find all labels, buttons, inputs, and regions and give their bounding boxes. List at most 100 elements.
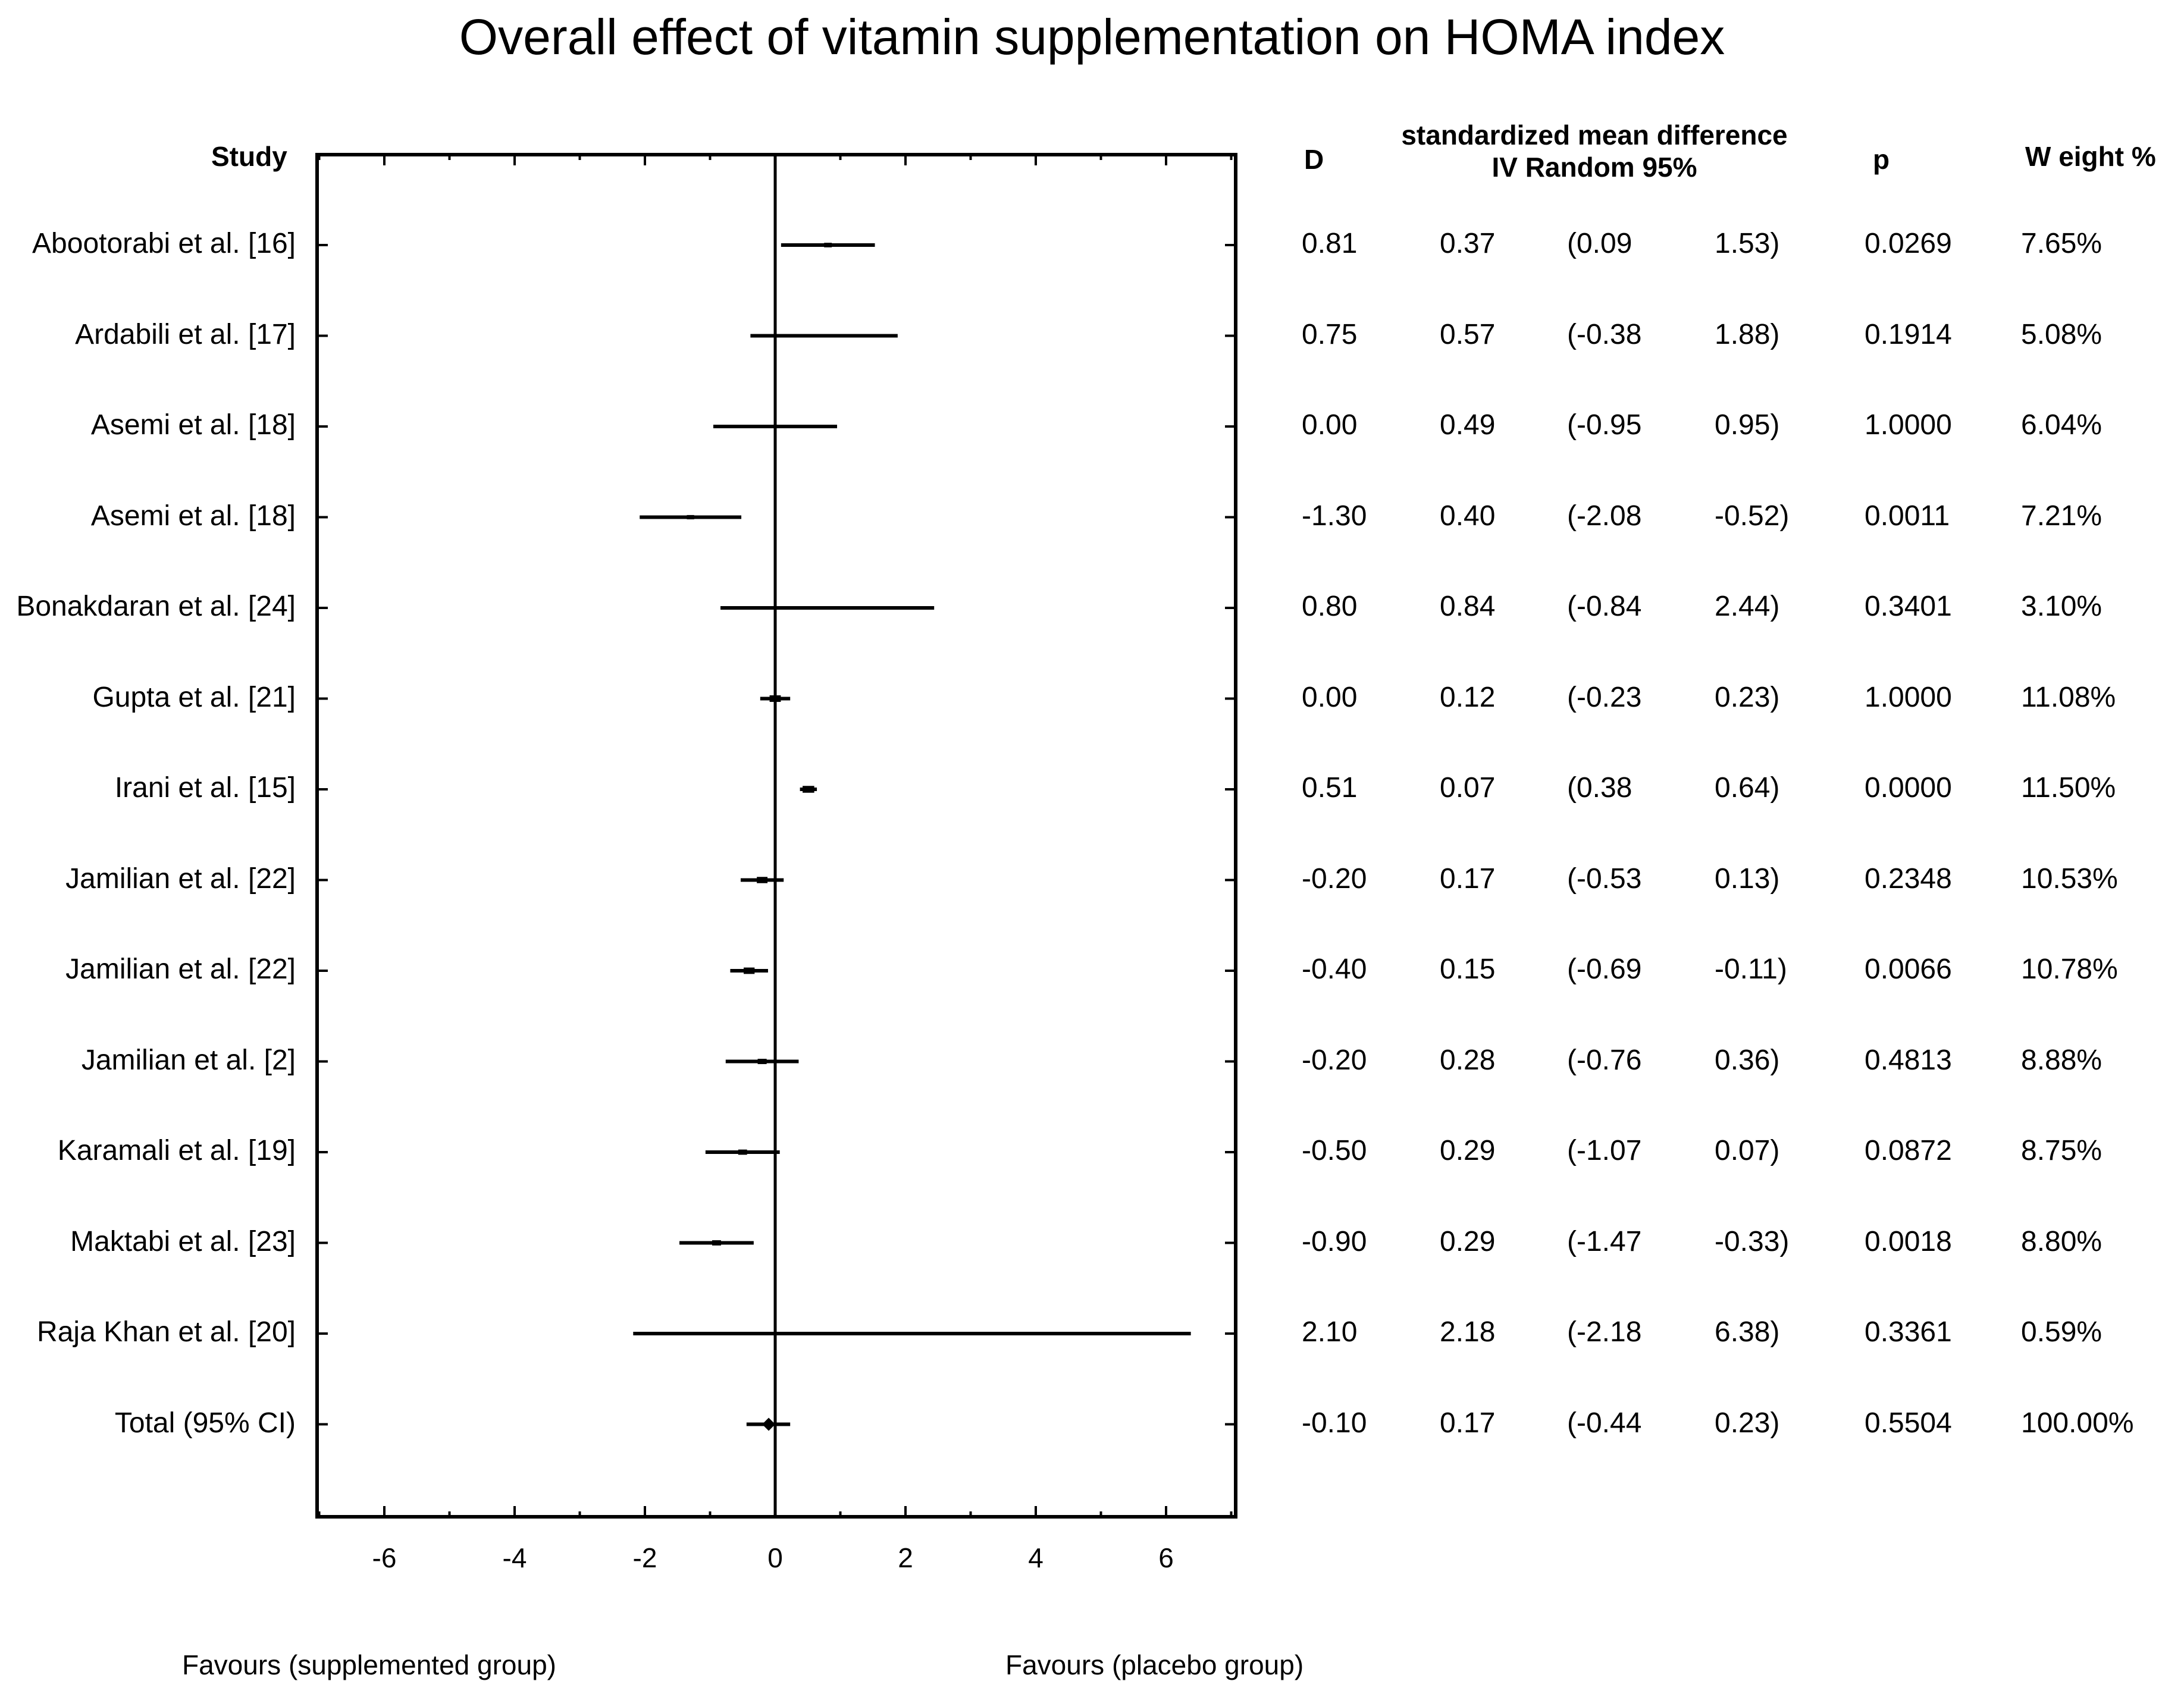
cell-weight: 7.21% (2021, 500, 2102, 532)
cell-se: 0.12 (1440, 681, 1496, 713)
header-d: D (1304, 144, 1324, 175)
cell-se: 0.17 (1440, 862, 1496, 895)
header-p: p (1873, 144, 1890, 175)
cell-weight: 0.59% (2021, 1316, 2102, 1348)
cell-d: 0.00 (1302, 409, 1358, 441)
cell-ci-low: (-2.08 (1567, 500, 1642, 532)
cell-se: 0.15 (1440, 953, 1496, 985)
cell-ci-low: (-0.69 (1567, 953, 1642, 985)
cell-d: -0.20 (1302, 1044, 1367, 1076)
cell-p: 0.0011 (1865, 500, 1950, 532)
study-point-estimate (825, 607, 829, 609)
cell-p: 0.5504 (1865, 1407, 1952, 1439)
x-tick-label: -2 (633, 1542, 657, 1573)
cell-ci-low: (0.38 (1567, 772, 1632, 804)
cell-weight: 6.04% (2021, 409, 2102, 441)
cell-ci-high: 1.53) (1715, 228, 1780, 259)
x-tick-label: 2 (898, 1542, 913, 1573)
cell-ci-low: (-1.07 (1567, 1135, 1642, 1166)
cell-ci-low: (-0.53 (1567, 862, 1642, 895)
cell-se: 0.49 (1440, 409, 1496, 441)
cell-ci-low: (-0.38 (1567, 318, 1642, 350)
x-tick-label: 0 (767, 1542, 783, 1573)
study-name: Jamilian et al. [2] (81, 1044, 296, 1076)
cell-weight: 10.53% (2021, 862, 2118, 895)
cell-d: 2.10 (1302, 1316, 1358, 1348)
study-point-estimate (712, 1240, 721, 1246)
cell-ci-high: 0.23) (1715, 1407, 1780, 1439)
x-tick-label: -6 (372, 1542, 397, 1573)
study-point-estimate (744, 967, 755, 974)
cell-d: -0.10 (1302, 1407, 1367, 1439)
header-weight: W eight % (2025, 141, 2156, 172)
study-name: Asemi et al. [18] (90, 500, 296, 532)
cell-d: -0.90 (1302, 1225, 1367, 1257)
cell-d: 0.80 (1302, 591, 1358, 622)
cell-se: 2.18 (1440, 1316, 1496, 1348)
footer-favours-supplemented: Favours (supplemented group) (182, 1649, 556, 1680)
x-tick-label: 4 (1028, 1542, 1044, 1573)
cell-weight: 3.10% (2021, 591, 2102, 622)
study-name: Jamilian et al. [22] (65, 862, 296, 895)
study-point-estimate (687, 515, 694, 520)
cell-p: 1.0000 (1865, 409, 1952, 441)
study-point-estimate (910, 1332, 913, 1335)
study-name: Asemi et al. [18] (90, 409, 296, 441)
cell-se: 0.37 (1440, 228, 1496, 259)
cell-weight: 100.00% (2021, 1407, 2134, 1439)
study-point-estimate (738, 1149, 747, 1155)
study-name: Bonakdaran et al. [24] (16, 591, 296, 622)
cell-ci-low: (-1.47 (1567, 1225, 1642, 1257)
cell-d: 0.75 (1302, 318, 1358, 350)
cell-se: 0.17 (1440, 1407, 1496, 1439)
study-name: Jamilian et al. [22] (65, 953, 296, 985)
study-name: Total (95% CI) (114, 1407, 296, 1439)
cell-ci-low: (-0.44 (1567, 1407, 1642, 1439)
cell-ci-high: 1.88) (1715, 318, 1780, 350)
cell-se: 0.57 (1440, 318, 1496, 350)
header-smd-line1: standardized mean difference (1401, 120, 1788, 150)
study-name: Maktabi et al. [23] (70, 1225, 296, 1257)
study-name: Gupta et al. [21] (92, 681, 296, 713)
cell-se: 0.07 (1440, 772, 1496, 804)
cell-p: 0.3401 (1865, 591, 1952, 622)
cell-ci-high: 0.64) (1715, 772, 1780, 804)
cell-d: 0.81 (1302, 228, 1358, 259)
study-point-estimate (757, 877, 768, 883)
cell-weight: 11.50% (2021, 772, 2116, 804)
cell-d: -0.50 (1302, 1135, 1367, 1166)
cell-weight: 5.08% (2021, 318, 2102, 350)
cell-weight: 8.80% (2021, 1225, 2102, 1257)
study-point-estimate (803, 786, 814, 793)
study-point-estimate (772, 424, 779, 429)
cell-se: 0.29 (1440, 1135, 1496, 1166)
cell-weight: 8.88% (2021, 1044, 2102, 1076)
study-name: Karamali et al. [19] (57, 1135, 296, 1166)
study-point-estimate (824, 243, 832, 247)
cell-ci-low: (-0.23 (1567, 681, 1642, 713)
cell-ci-high: 2.44) (1715, 591, 1780, 622)
cell-d: -0.40 (1302, 953, 1367, 985)
cell-ci-low: (-0.84 (1567, 591, 1642, 622)
study-name: Abootorabi et al. [16] (32, 228, 296, 259)
cell-p: 0.0000 (1865, 772, 1952, 804)
cell-d: 0.00 (1302, 681, 1358, 713)
cell-ci-high: 0.13) (1715, 862, 1780, 895)
cell-se: 0.28 (1440, 1044, 1496, 1076)
cell-d: 0.51 (1302, 772, 1358, 804)
cell-p: 0.0018 (1865, 1225, 1952, 1257)
cell-p: 0.1914 (1865, 318, 1952, 350)
cell-ci-low: (-0.95 (1567, 409, 1642, 441)
cell-ci-high: 0.36) (1715, 1044, 1780, 1076)
cell-p: 0.0872 (1865, 1135, 1952, 1166)
study-name: Raja Khan et al. [20] (37, 1316, 296, 1348)
cell-se: 0.29 (1440, 1225, 1496, 1257)
chart-title: Overall effect of vitamin supplementatio… (459, 9, 1725, 65)
study-point-estimate (821, 334, 827, 338)
cell-p: 0.0269 (1865, 228, 1952, 259)
cell-d: -1.30 (1302, 500, 1367, 532)
x-tick-label: -4 (503, 1542, 527, 1573)
x-tick-label: 6 (1158, 1542, 1174, 1573)
cell-weight: 8.75% (2021, 1135, 2102, 1166)
